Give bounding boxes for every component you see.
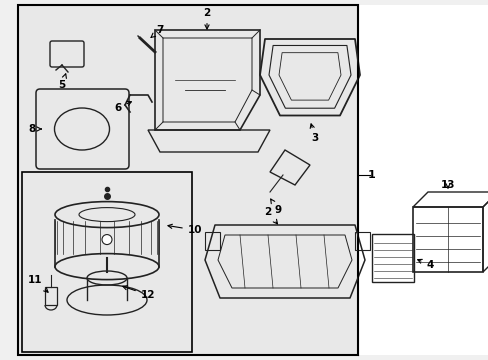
Text: 1: 1: [367, 170, 375, 180]
Text: 7: 7: [151, 25, 163, 37]
Bar: [18, 5, 357, 355]
Text: 11: 11: [28, 275, 48, 292]
Bar: [22, 172, 192, 352]
Text: 8: 8: [28, 124, 41, 134]
Bar: [357, 5, 488, 355]
Text: 6: 6: [114, 102, 131, 113]
Circle shape: [102, 235, 112, 244]
Text: 13: 13: [440, 180, 454, 190]
Bar: [45, 287, 57, 305]
Bar: [204, 232, 220, 250]
Bar: [412, 207, 482, 272]
Text: 9: 9: [270, 199, 281, 215]
Text: 5: 5: [58, 74, 66, 90]
Bar: [18, 5, 357, 355]
Text: 12: 12: [122, 286, 155, 300]
Bar: [354, 232, 369, 250]
Text: 2: 2: [203, 8, 210, 29]
Text: 4: 4: [417, 259, 433, 270]
Bar: [371, 234, 413, 282]
Text: 10: 10: [168, 224, 202, 235]
Text: 3: 3: [309, 124, 318, 143]
Text: 2: 2: [264, 207, 277, 224]
